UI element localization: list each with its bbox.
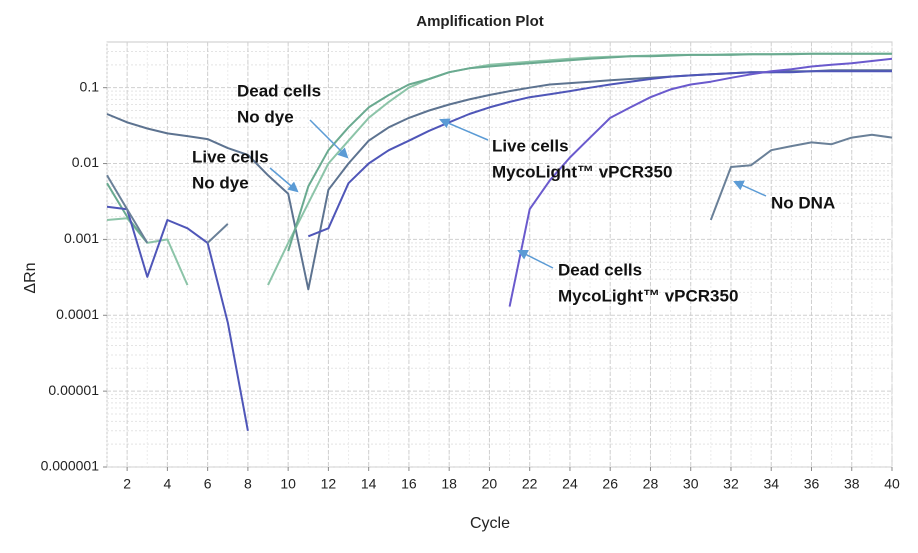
annotation: MycoLight™ vPCR350 — [558, 286, 738, 305]
annotation: Dead cells — [237, 81, 321, 100]
x-tick-label: 28 — [643, 476, 659, 492]
x-tick-label: 6 — [204, 476, 212, 492]
x-tick-label: 22 — [522, 476, 538, 492]
x-tick-label: 8 — [244, 476, 252, 492]
x-tick-label: 2 — [123, 476, 131, 492]
arrow — [439, 118, 489, 141]
annotation: MycoLight™ vPCR350 — [492, 162, 672, 181]
x-tick-label: 38 — [844, 476, 860, 492]
plot-area — [106, 41, 893, 468]
arrow — [269, 167, 299, 193]
y-tick-label: 0.00001 — [48, 382, 99, 398]
grid — [106, 42, 893, 468]
x-tick-label: 4 — [163, 476, 171, 492]
series-line — [106, 133, 893, 244]
y-tick-label: 0.0001 — [56, 306, 99, 322]
x-tick-label: 16 — [401, 476, 417, 492]
x-tick-label: 32 — [723, 476, 739, 492]
x-tick-label: 40 — [884, 476, 900, 492]
x-tick-label: 26 — [602, 476, 618, 492]
y-tick-label: 0.1 — [80, 78, 100, 94]
annotation-arrows — [269, 118, 767, 269]
x-tick-label: 20 — [482, 476, 498, 492]
arrow — [733, 180, 767, 197]
annotation: No dye — [192, 173, 249, 192]
x-axis-label: Cycle — [470, 515, 510, 532]
y-tick-label: 0.000001 — [41, 458, 100, 474]
arrow — [517, 250, 554, 269]
chart-title: Amplification Plot — [416, 13, 544, 30]
series-line — [106, 52, 892, 252]
x-tick-label: 30 — [683, 476, 699, 492]
series-lines — [106, 52, 893, 431]
annotation: Dead cells — [558, 260, 642, 279]
annotation: No DNA — [771, 193, 835, 212]
series-line — [106, 70, 892, 431]
x-tick-label: 12 — [321, 476, 337, 492]
x-tick-label: 24 — [562, 476, 578, 492]
x-tick-label: 14 — [361, 476, 377, 492]
annotation: Live cells — [192, 147, 269, 166]
y-tick-label: 0.01 — [72, 154, 99, 170]
arrow — [309, 119, 349, 159]
x-tick-label: 34 — [763, 476, 779, 492]
series-line — [508, 57, 893, 307]
x-tick-label: 18 — [441, 476, 457, 492]
y-axis-label: ΔRn — [22, 262, 39, 293]
annotation: Live cells — [492, 136, 569, 155]
x-tick-label: 10 — [280, 476, 296, 492]
x-tick-label: 36 — [804, 476, 820, 492]
annotation: No dye — [237, 107, 294, 126]
y-tick-label: 0.001 — [64, 230, 99, 246]
